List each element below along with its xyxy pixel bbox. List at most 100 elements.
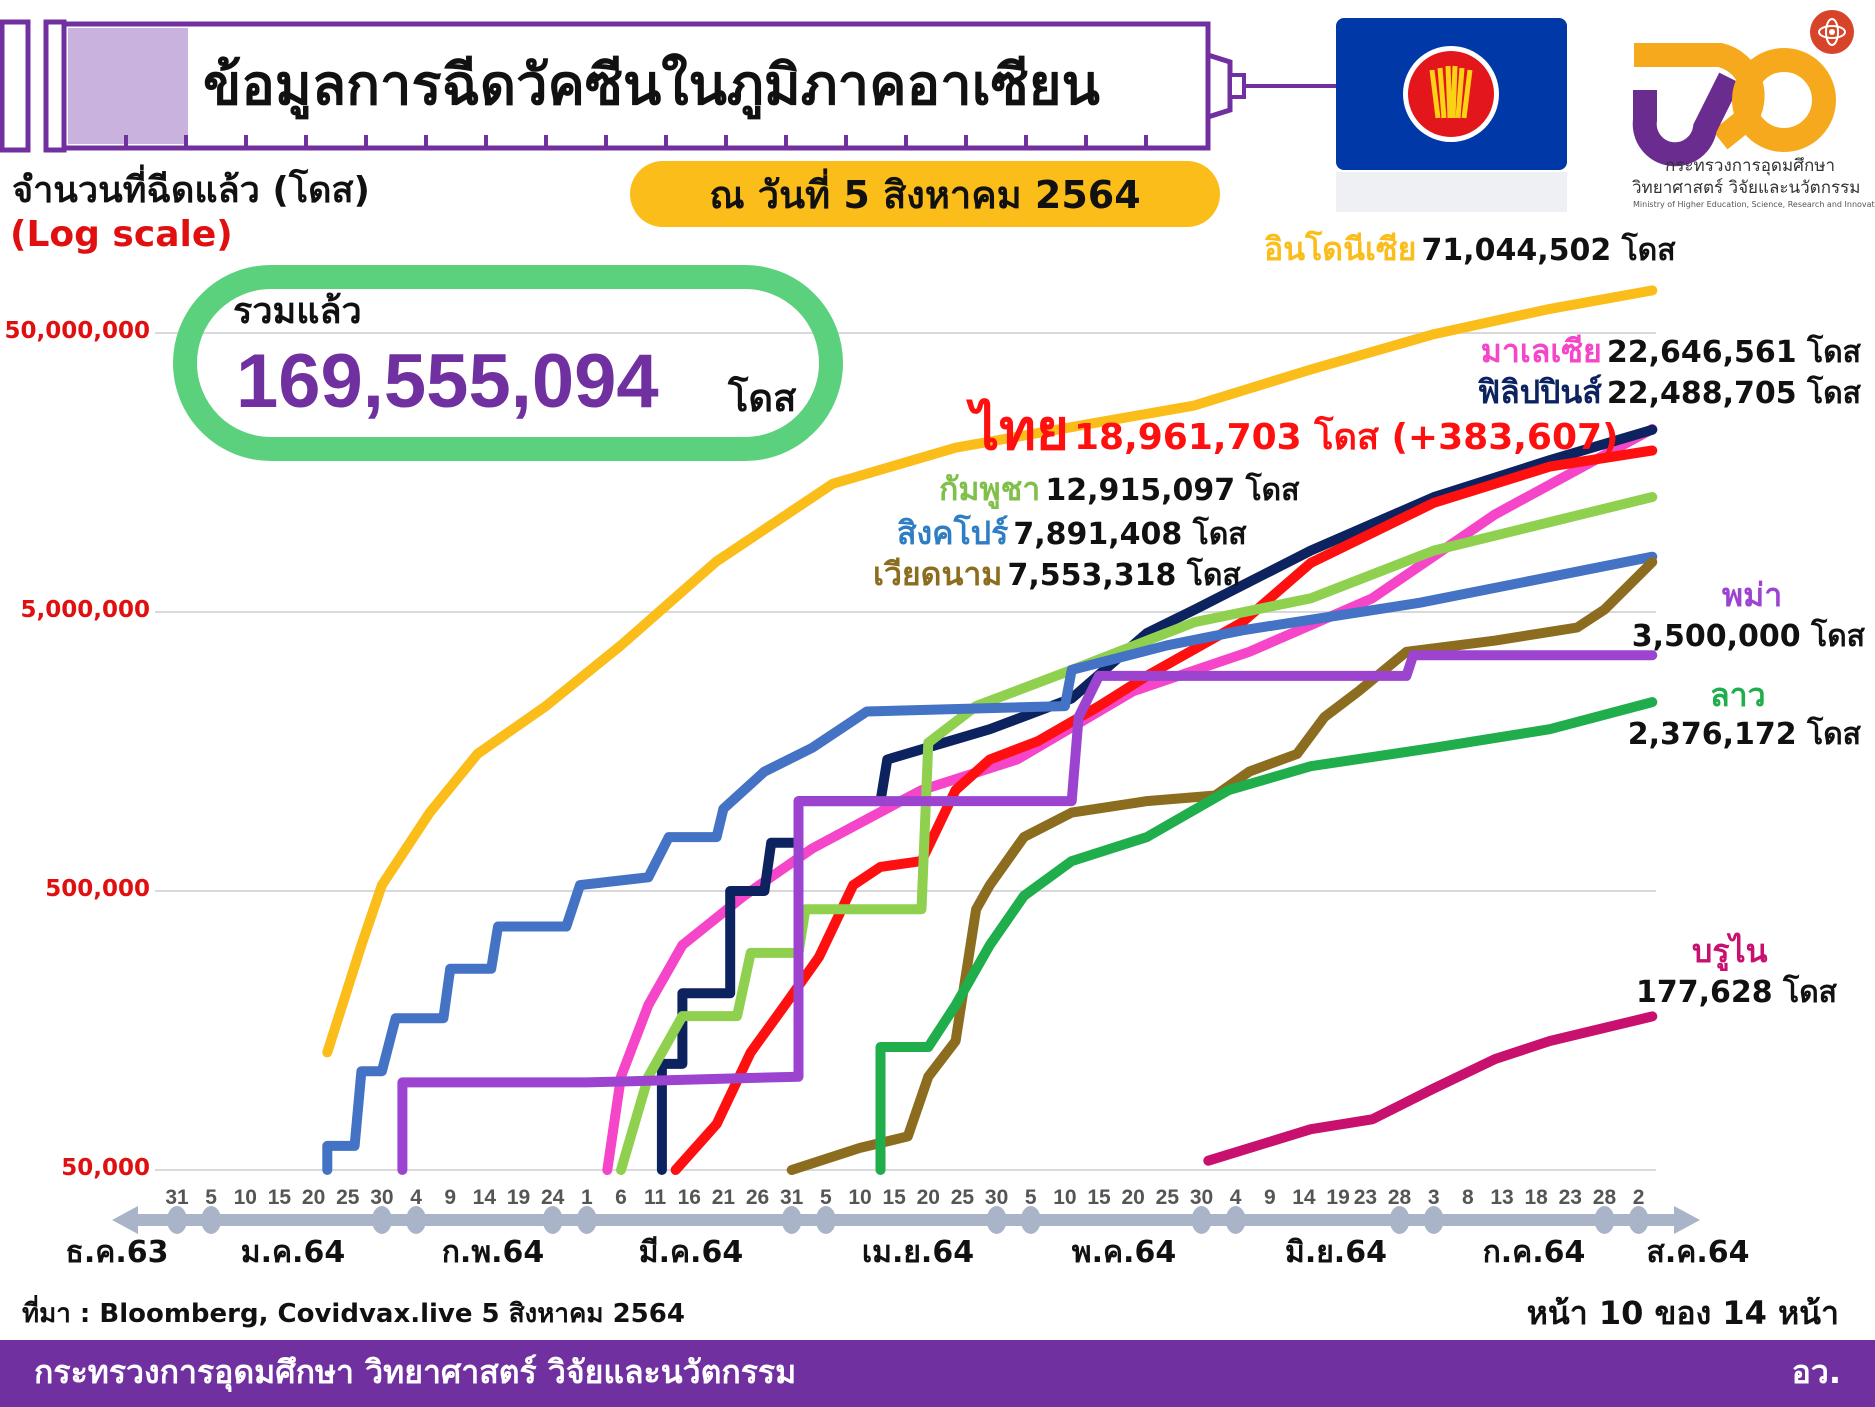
ministry-logo — [1632, 10, 1854, 167]
month-boundary-dot — [1628, 1206, 1649, 1234]
x-tick-label: 4 — [410, 1186, 422, 1209]
x-tick-label: 13 — [1490, 1186, 1514, 1209]
x-tick-label: 28 — [1592, 1186, 1617, 1209]
page-indicator: หน้า 10 ของ 14 หน้า — [1526, 1294, 1839, 1332]
series-line — [616, 492, 1658, 1175]
x-tick-label: 21 — [711, 1186, 736, 1209]
x-tick-label: 15 — [267, 1186, 292, 1209]
label-indonesia: อินโดนีเซีย 71,044,502 โดส — [1264, 230, 1676, 268]
arrow-left-icon — [112, 1206, 138, 1234]
series-line — [397, 650, 1658, 1175]
series-line — [670, 445, 1658, 1175]
month-boundary-dot — [201, 1206, 222, 1234]
x-tick-label: 20 — [1121, 1186, 1145, 1209]
series-name: ไทย — [971, 398, 1069, 463]
month-boundary-dot — [1020, 1206, 1041, 1234]
x-tick-label: 9 — [1263, 1186, 1276, 1209]
x-tick-label: 10 — [1053, 1186, 1077, 1209]
label-singapore: สิงคโปร์ 7,891,408 โดส — [897, 515, 1247, 551]
label-malaysia: มาเลเซีย 22,646,561 โดส — [1480, 332, 1861, 370]
series-line — [875, 697, 1658, 1175]
month-boundary-dot — [1594, 1206, 1615, 1234]
footer-abbr: อว. — [1791, 1353, 1841, 1391]
x-tick-label: 23 — [1353, 1186, 1378, 1209]
label-vietnam: เวียดนาม 7,553,318 โดส — [873, 556, 1241, 593]
series-name: มาเลเซีย — [1480, 332, 1602, 370]
x-tick-label: 4 — [1229, 1186, 1242, 1209]
x-tick-label: 26 — [745, 1186, 770, 1209]
series-total: 18,961,703 โดส (+383,607) — [1073, 417, 1619, 458]
series-name: อินโดนีเซีย — [1264, 230, 1417, 268]
x-tick-label: 14 — [1292, 1186, 1316, 1209]
x-tick-label: 28 — [1387, 1186, 1412, 1209]
total-value: 169,555,094 — [236, 339, 659, 424]
series-total: 71,044,502 โดส — [1421, 233, 1676, 268]
x-tick-label: 3 — [1427, 1186, 1440, 1209]
x-tick-label: 25 — [1155, 1186, 1180, 1209]
source-note: ที่มา : Bloomberg, Covidvax.live 5 สิงหา… — [22, 1299, 685, 1329]
x-tick-label: 11 — [643, 1186, 667, 1209]
x-tick-label: 30 — [370, 1186, 394, 1209]
logo-text-line1: กระทรวงการอุดมศึกษา — [1665, 156, 1835, 176]
logo-text-line2: วิทยาศาสตร์ วิจัยและนวัตกรรม — [1632, 178, 1861, 198]
x-tick-label: 31 — [165, 1186, 189, 1209]
x-month-label: ก.ค.64 — [1482, 1235, 1586, 1270]
x-tick-label: 16 — [677, 1186, 701, 1209]
x-tick-label: 14 — [472, 1186, 497, 1209]
series-total: 7,553,318 โดส — [1007, 558, 1241, 593]
label-brunei-total: 177,628 โดส — [1636, 975, 1837, 1010]
month-boundary-dot — [986, 1206, 1007, 1234]
month-boundary-dot — [781, 1206, 802, 1234]
x-tick-label: 1 — [580, 1186, 593, 1209]
x-month-label: ธ.ค.63 — [65, 1235, 169, 1270]
x-tick-label: 19 — [1326, 1186, 1350, 1209]
series-name: ฟิลิปปินส์ — [1477, 373, 1602, 411]
x-tick-label: 24 — [540, 1186, 565, 1209]
x-tick-label: 9 — [444, 1186, 457, 1209]
arrow-right-icon — [1674, 1206, 1700, 1234]
asean-flag-icon — [1336, 18, 1567, 212]
label-cambodia: กัมพูชา 12,915,097 โดส — [939, 470, 1299, 508]
x-month-label: มิ.ย.64 — [1285, 1235, 1387, 1270]
series-line — [786, 557, 1658, 1175]
month-boundary-dot — [1423, 1206, 1444, 1234]
x-tick-label: 8 — [1462, 1186, 1474, 1209]
x-tick-label: 20 — [301, 1186, 326, 1209]
x-month-label: ก.พ.64 — [441, 1235, 545, 1270]
series-line — [322, 551, 1658, 1175]
x-tick-label: 5 — [1024, 1186, 1037, 1209]
x-tick-label: 30 — [1189, 1186, 1214, 1209]
x-tick-label: 23 — [1558, 1186, 1582, 1209]
x-tick-label: 19 — [506, 1186, 531, 1209]
month-boundary-dot — [371, 1206, 392, 1234]
x-month-label: มี.ค.64 — [638, 1235, 744, 1270]
x-tick-label: 15 — [882, 1186, 906, 1209]
series-name: กัมพูชา — [939, 470, 1041, 508]
month-boundary-dot — [576, 1206, 597, 1234]
logo-text-english: Ministry of Higher Education, Science, R… — [1633, 200, 1875, 209]
x-tick-label: 10 — [233, 1186, 257, 1209]
label-laos-total: 2,376,172 โดส — [1627, 717, 1861, 752]
label-laos-name: ลาว — [1710, 676, 1766, 714]
month-boundary-dot — [1389, 1206, 1410, 1234]
series-line — [322, 285, 1658, 1058]
x-tick-label: 5 — [820, 1186, 832, 1209]
x-tick-label: 30 — [984, 1186, 1009, 1209]
date-badge: ณ วันที่ 5 สิงหาคม 2564 — [630, 161, 1220, 227]
series-total: 22,488,705 โดส — [1606, 376, 1861, 411]
x-tick-label: 31 — [780, 1186, 804, 1209]
y-tick-label: 50,000,000 — [4, 318, 150, 344]
footer-ministry: กระทรวงการอุดมศึกษา วิทยาศาสตร์ วิจัยและ… — [34, 1353, 797, 1391]
x-month-label: ส.ค.64 — [1646, 1235, 1750, 1270]
month-boundary-dot — [542, 1206, 563, 1234]
x-month-label: ม.ค.64 — [240, 1235, 346, 1270]
y-axis-scale-note: (Log scale) — [10, 214, 233, 255]
month-boundary-dot — [1191, 1206, 1212, 1234]
label-philippines: ฟิลิปปินส์ 22,488,705 โดส — [1477, 373, 1861, 411]
total-label: รวมแล้ว — [233, 291, 362, 332]
label-brunei-name: บรูไน — [1692, 932, 1768, 970]
x-tick-label: 2 — [1632, 1186, 1645, 1209]
x-tick-label: 15 — [1087, 1186, 1111, 1209]
label-myanmar-total: 3,500,000 โดส — [1631, 619, 1865, 654]
